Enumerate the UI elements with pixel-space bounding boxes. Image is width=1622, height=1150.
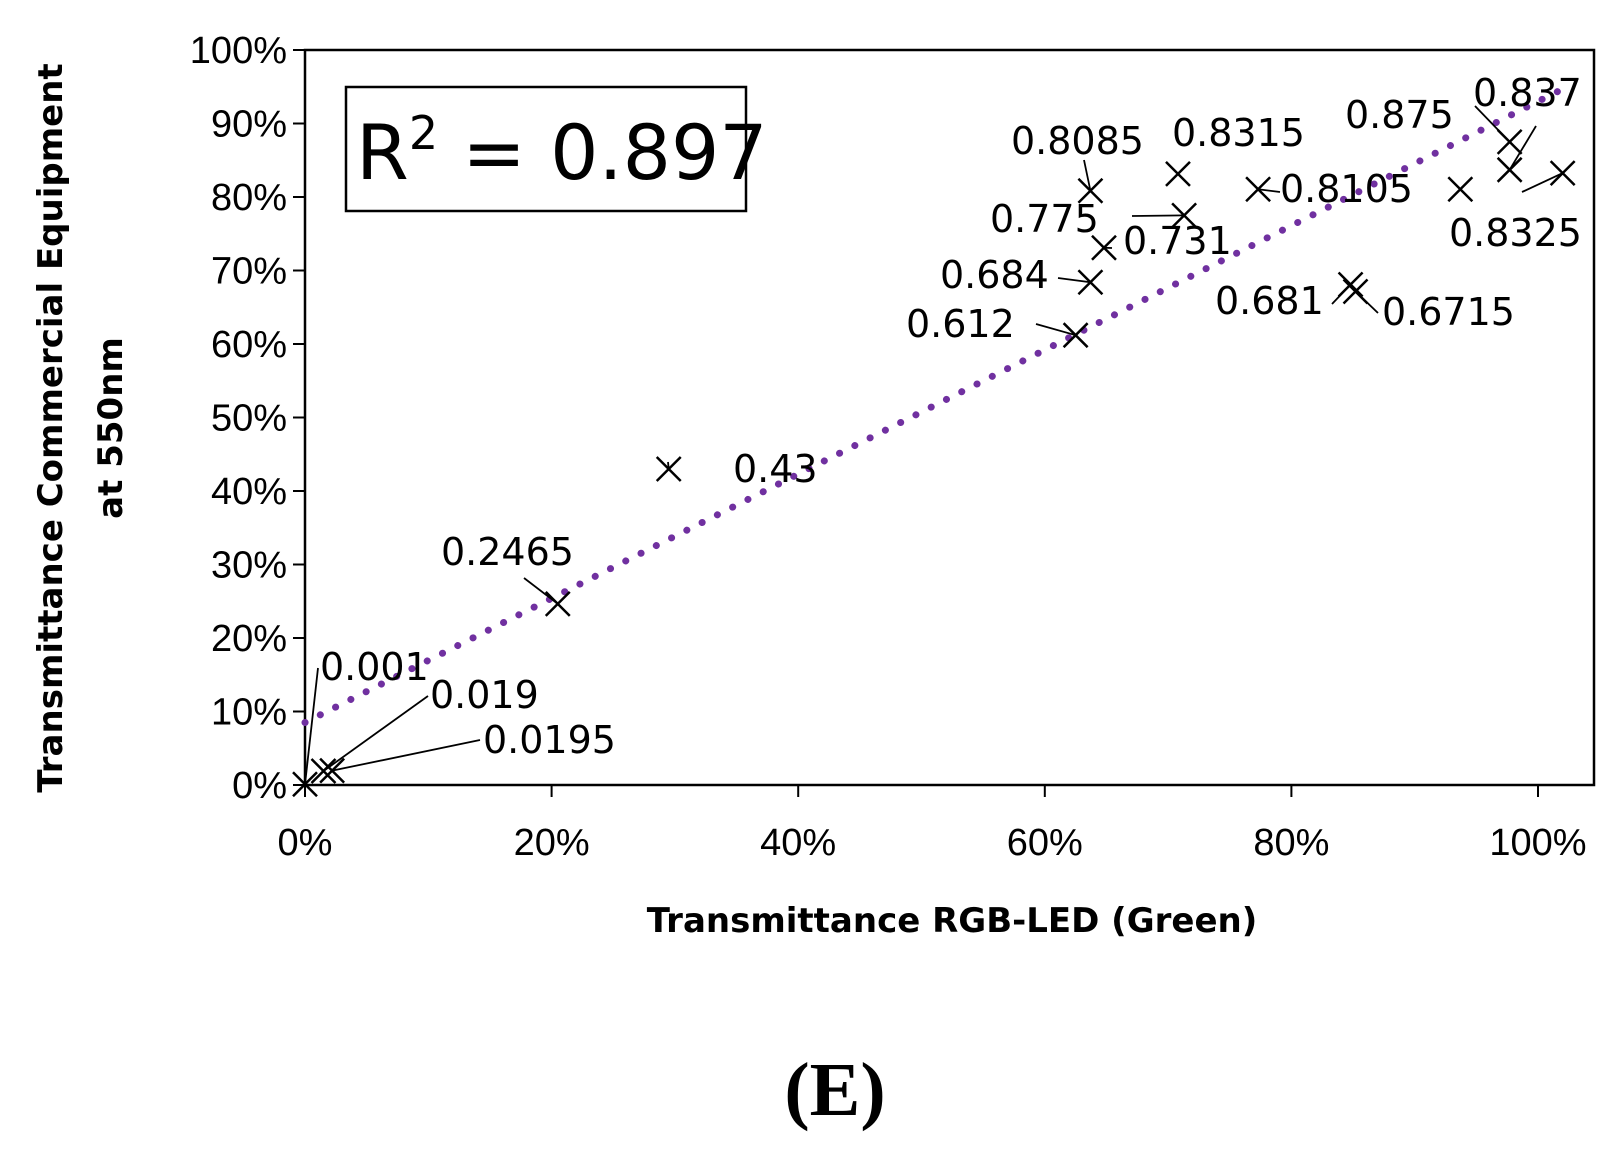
data-label-leader-line [1508, 125, 1537, 171]
data-point-x-marker [1447, 176, 1474, 203]
data-label: 0.837 [1473, 71, 1582, 115]
y-tick-label: 80% [211, 177, 287, 219]
data-label: 0.43 [733, 447, 818, 491]
y-tick-label: 10% [211, 692, 287, 734]
x-tick-label: 80% [1253, 822, 1329, 864]
data-point-x-marker [1549, 160, 1576, 186]
data-point-x-marker [544, 590, 571, 617]
data-label-leader-line [1057, 277, 1091, 284]
data-point-x-marker [310, 758, 337, 784]
data-label: 0.8105 [1280, 167, 1413, 211]
data-label-leader-line [1257, 188, 1281, 193]
data-label-leader-line [331, 739, 481, 772]
data-label: 0.2465 [441, 530, 574, 574]
y-tick-label: 40% [211, 471, 287, 513]
data-label-leader-line [1131, 214, 1185, 217]
y-tick-label: 30% [211, 545, 287, 587]
data-label: 0.731 [1123, 219, 1232, 263]
y-tick-label: 90% [211, 104, 287, 146]
data-label: 0.775 [990, 197, 1099, 241]
r-squared-text: R2 = 0.897 [356, 106, 768, 197]
x-axis-title: Transmittance RGB-LED (Green) [647, 901, 1258, 941]
data-point-x-marker [655, 456, 682, 482]
data-label: 0.875 [1345, 93, 1454, 137]
y-axis-title-line2: at 550nm [91, 337, 131, 519]
trendline [301, 85, 1567, 727]
x-tick-label: 40% [760, 822, 836, 864]
x-tick-label: 60% [1007, 822, 1083, 864]
y-tick-label: 100% [190, 30, 287, 72]
r-squared-prefix: R [356, 108, 409, 197]
data-point-x-marker [292, 771, 318, 798]
data-label-leader-line [1521, 172, 1564, 193]
x-tick-label: 20% [514, 822, 590, 864]
x-ticks: 0% 20% 40% 60% 80% 100% [278, 785, 1587, 864]
data-label: 0.8315 [1172, 111, 1305, 155]
data-point-x-marker [1496, 156, 1523, 183]
data-label: 0.001 [320, 645, 429, 689]
r-squared-value: = 0.897 [438, 108, 768, 197]
data-point-x-marker [319, 757, 346, 784]
r-squared-sup: 2 [409, 106, 438, 160]
data-point-x-marker [1062, 322, 1089, 349]
data-label: 0.0195 [483, 718, 616, 762]
trendline-dotted [301, 85, 1567, 727]
figure-caption: (E) [784, 1048, 885, 1132]
r-squared-box: R2 = 0.897 [344, 85, 768, 213]
y-tick-label: 20% [211, 618, 287, 660]
y-tick-label: 60% [211, 324, 287, 366]
data-point-x-marker [1337, 271, 1364, 298]
data-label-leader-line [322, 695, 429, 772]
y-tick-label: 50% [211, 398, 287, 440]
data-label: 0.019 [430, 673, 539, 717]
data-point-x-marker [1245, 176, 1271, 203]
x-tick-label: 0% [278, 822, 333, 864]
data-label-leader-line [304, 667, 319, 785]
data-point-x-marker [1077, 177, 1104, 204]
data-label: 0.8325 [1449, 211, 1582, 255]
data-point-x-marker [1496, 128, 1523, 155]
y-axis-title-line1: Transmittance Commercial Equipment [31, 63, 71, 792]
data-point-x-marker [1171, 202, 1198, 229]
data-label: 0.6715 [1382, 290, 1515, 334]
data-label: 0.681 [1215, 279, 1324, 323]
data-label: 0.8085 [1011, 119, 1144, 163]
y-tick-label: 70% [211, 251, 287, 293]
data-label-leader-line [1083, 159, 1092, 191]
data-label-leader-line [1035, 323, 1076, 337]
data-points [292, 128, 1576, 798]
y-ticks: 0% 10% 20% 30% 40% 50% 60% 70% 80% 90% 100% [190, 30, 305, 807]
data-label: 0.684 [940, 253, 1049, 297]
data-point-x-marker [1091, 234, 1117, 261]
x-tick-label: 100% [1489, 822, 1586, 864]
data-point-x-marker [1165, 160, 1191, 187]
data-label: 0.612 [906, 302, 1015, 346]
data-point-x-marker [1342, 278, 1369, 305]
y-tick-label: 0% [232, 765, 287, 807]
data-point-x-marker [1077, 269, 1104, 296]
